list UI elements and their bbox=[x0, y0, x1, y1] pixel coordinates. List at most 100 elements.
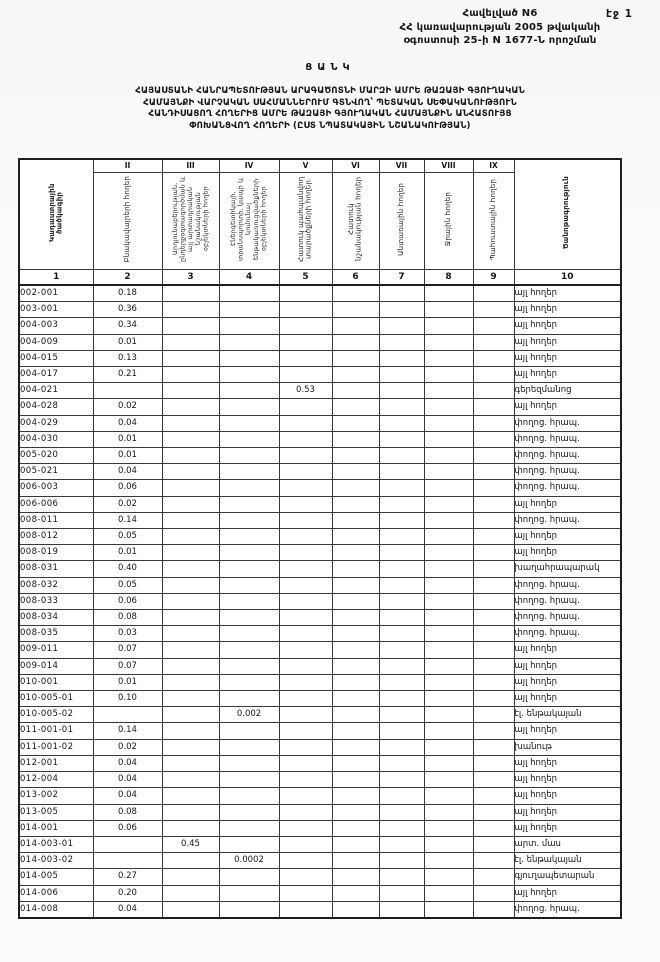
special-land-area bbox=[331, 884, 380, 902]
cadastral-code: 011-001-02 bbox=[18, 738, 94, 756]
cadastral-code: 014-006 bbox=[18, 884, 94, 902]
roman-numeral-col-6: VI bbox=[331, 158, 380, 173]
protected-land-area bbox=[278, 317, 333, 335]
remark: փողոց. հրապ.,յօ bbox=[513, 609, 622, 627]
infrastructure-land-area bbox=[218, 430, 280, 449]
industrial-land-area bbox=[161, 690, 220, 708]
industrial-land-area bbox=[161, 641, 220, 659]
water-land-area bbox=[423, 787, 474, 805]
protected-land-area bbox=[278, 511, 333, 530]
water-land-area bbox=[423, 706, 474, 724]
cadastral-code: 008-032 bbox=[18, 576, 94, 594]
water-land-area bbox=[423, 430, 474, 449]
protected-land-area bbox=[278, 690, 333, 708]
industrial-land-area bbox=[161, 544, 220, 562]
remark: այլ հողեր bbox=[513, 284, 622, 303]
special-land-area bbox=[331, 754, 380, 773]
water-land-area bbox=[423, 673, 474, 692]
forest-land-area bbox=[378, 414, 425, 432]
infrastructure-land-area bbox=[218, 398, 280, 416]
reserve-land-area bbox=[472, 609, 515, 627]
remark: փողոց. հրապ.,յօ bbox=[513, 625, 622, 643]
forest-land-area bbox=[378, 673, 425, 692]
water-land-area bbox=[423, 576, 474, 594]
table-row: 014-003-01 0.45 արտ. մաս bbox=[18, 835, 622, 854]
reserve-land-area bbox=[472, 852, 515, 870]
cadastral-code: 004-009 bbox=[18, 333, 94, 351]
water-land-area bbox=[423, 641, 474, 659]
reserve-land-area bbox=[472, 803, 515, 821]
special-land-area bbox=[331, 609, 380, 627]
infrastructure-land-area bbox=[218, 576, 280, 594]
industrial-land-area bbox=[161, 852, 220, 870]
table-row: 004-028 0.02 այլ հողեր bbox=[18, 398, 622, 416]
water-land-area bbox=[423, 738, 474, 756]
special-land-area bbox=[331, 560, 380, 578]
protected-land-area bbox=[278, 414, 333, 432]
reserve-land-area bbox=[472, 430, 515, 449]
water-land-area bbox=[423, 317, 474, 335]
forest-land-area bbox=[378, 479, 425, 497]
water-land-area bbox=[423, 884, 474, 902]
remark: այլ հողեր bbox=[513, 495, 622, 513]
settlement-land-area: 0.03 bbox=[92, 625, 163, 643]
title-line-3: ՀԱՆԴԻՍԱՑՈՂ ՀՈՂԵՐԻՑ ԱՄՐԵ ԹԱԶԱՅԻ ԳՅՈՒՂԱԿԱՆ… bbox=[148, 109, 512, 119]
industrial-land-area bbox=[161, 447, 220, 465]
forest-land-area bbox=[378, 738, 425, 756]
cadastral-code: 009-014 bbox=[18, 657, 94, 675]
remark: էլ. ենթակայան bbox=[513, 852, 622, 870]
special-land-area bbox=[331, 690, 380, 708]
remark: փողոց. հրապ.,յօ bbox=[513, 447, 622, 465]
col-header-6: Հատուկ նշանակության հողեր bbox=[331, 172, 380, 270]
industrial-land-area bbox=[161, 479, 220, 497]
special-land-area bbox=[331, 414, 380, 432]
table-row: 002-001 0.18 այլ հողեր bbox=[18, 284, 622, 303]
water-land-area bbox=[423, 625, 474, 643]
forest-land-area bbox=[378, 787, 425, 805]
reserve-land-area bbox=[472, 382, 515, 400]
remark: այլ հողեր bbox=[513, 722, 622, 740]
column-number-3: 3 bbox=[161, 269, 220, 286]
infrastructure-land-area bbox=[218, 479, 280, 497]
remark: այլ հողեր bbox=[513, 787, 622, 805]
reserve-land-area bbox=[472, 479, 515, 497]
protected-land-area bbox=[278, 884, 333, 902]
settlement-land-area: 0.08 bbox=[92, 609, 163, 627]
table-row: 012-004 0.04 այլ հողեր bbox=[18, 771, 622, 789]
remark: այլ հողեր bbox=[513, 317, 622, 335]
industrial-land-area bbox=[161, 398, 220, 416]
cadastral-code: 008-031 bbox=[18, 560, 94, 578]
settlement-land-area: 0.36 bbox=[92, 301, 163, 319]
remark: այլ հողեր bbox=[513, 819, 622, 837]
protected-land-area bbox=[278, 819, 333, 837]
table-row: 014-006 0.20 այլ հողեր bbox=[18, 884, 622, 902]
cadastral-code: 004-017 bbox=[18, 366, 94, 384]
protected-land-area bbox=[278, 333, 333, 351]
infrastructure-land-area bbox=[218, 754, 280, 773]
table-row: 011-001-01 0.14 այլ հողեր bbox=[18, 722, 622, 740]
table-row: 012-001 0.04 այլ հողեր bbox=[18, 754, 622, 773]
table-row: 003-001 0.36 այլ հողեր bbox=[18, 301, 622, 319]
protected-land-area bbox=[278, 366, 333, 384]
special-land-area bbox=[331, 284, 380, 303]
col-header-8: Ջրային հողեր bbox=[423, 172, 474, 270]
remark: փողոց. հրապ.,յօ bbox=[513, 463, 622, 481]
infrastructure-land-area bbox=[218, 528, 280, 546]
roman-numeral-col-3: III bbox=[161, 158, 220, 173]
industrial-land-area bbox=[161, 382, 220, 400]
remark: փողոց. հրապ.,յօ bbox=[513, 479, 622, 497]
table-row: 011-001-02 0.02 խանութ bbox=[18, 738, 622, 756]
protected-land-area bbox=[278, 738, 333, 756]
forest-land-area bbox=[378, 819, 425, 837]
forest-land-area bbox=[378, 592, 425, 611]
settlement-land-area: 0.01 bbox=[92, 447, 163, 465]
protected-land-area bbox=[278, 592, 333, 611]
settlement-land-area: 0.02 bbox=[92, 738, 163, 756]
infrastructure-land-area bbox=[218, 738, 280, 756]
water-land-area bbox=[423, 284, 474, 303]
col-header-remark: Ծանոթագրություն bbox=[513, 158, 622, 270]
col-header-3: Արդյունաբերության, ընդերքօգտագործման և ա… bbox=[161, 172, 220, 270]
